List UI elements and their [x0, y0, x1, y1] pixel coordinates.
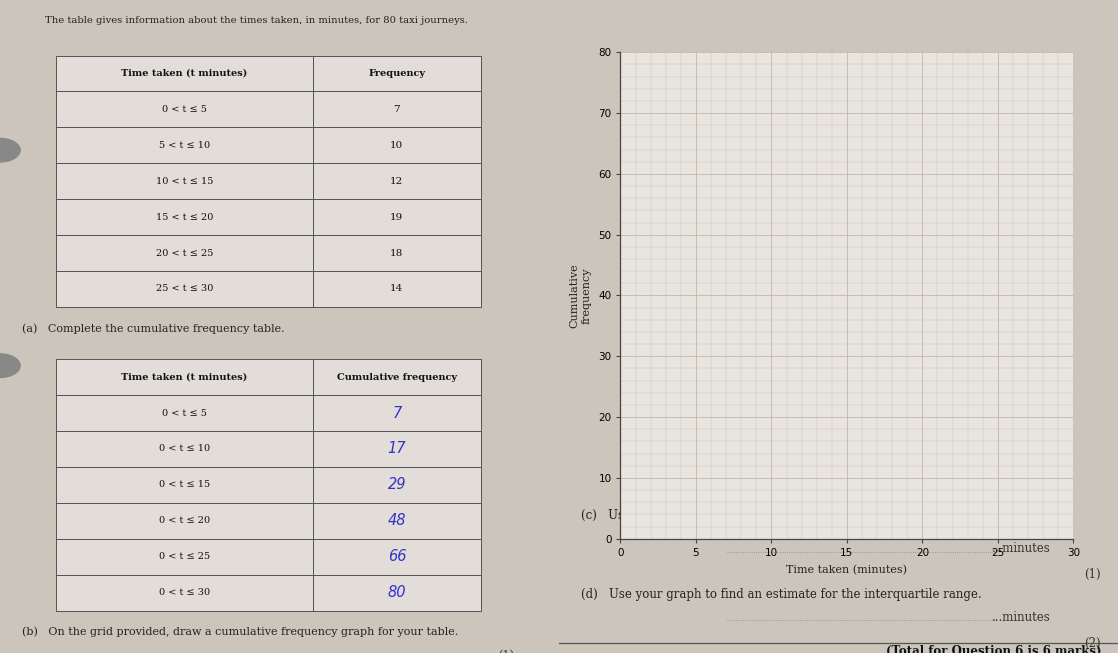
Text: (b)   On the grid provided, draw a cumulative frequency graph for your table.: (b) On the grid provided, draw a cumulat… — [22, 627, 458, 637]
Text: (a)   Complete the cumulative frequency table.: (a) Complete the cumulative frequency ta… — [22, 323, 285, 334]
Bar — [56, 359, 313, 395]
Text: ...minutes: ...minutes — [992, 542, 1051, 555]
Text: (d)   Use your graph to find an estimate for the interquartile range.: (d) Use your graph to find an estimate f… — [581, 588, 982, 601]
Text: 17: 17 — [388, 441, 406, 456]
Text: 12: 12 — [390, 177, 404, 185]
Text: 0 < t ≤ 5: 0 < t ≤ 5 — [162, 409, 207, 417]
Text: 5 < t ≤ 10: 5 < t ≤ 10 — [159, 141, 210, 150]
Bar — [56, 575, 313, 611]
Text: Frequency: Frequency — [369, 69, 425, 78]
Bar — [313, 163, 481, 199]
Bar — [313, 359, 481, 395]
Text: 48: 48 — [388, 513, 406, 528]
Text: 19: 19 — [390, 213, 404, 221]
Bar — [313, 431, 481, 467]
Bar — [56, 56, 313, 91]
Text: 0 < t ≤ 25: 0 < t ≤ 25 — [159, 552, 210, 561]
Text: Cumulative frequency: Cumulative frequency — [337, 373, 457, 381]
Text: 7: 7 — [394, 105, 400, 114]
Text: (Total for Question 6 is 6 marks): (Total for Question 6 is 6 marks) — [885, 645, 1101, 653]
Bar — [313, 56, 481, 91]
Text: 66: 66 — [388, 549, 406, 564]
Bar — [313, 575, 481, 611]
Bar — [56, 271, 313, 307]
Bar — [56, 199, 313, 235]
Bar — [56, 163, 313, 199]
Text: 15 < t ≤ 20: 15 < t ≤ 20 — [155, 213, 214, 221]
Text: 0 < t ≤ 30: 0 < t ≤ 30 — [159, 588, 210, 597]
Bar — [313, 271, 481, 307]
Y-axis label: Cumulative
frequency: Cumulative frequency — [570, 263, 591, 328]
Text: 25 < t ≤ 30: 25 < t ≤ 30 — [155, 285, 214, 293]
Bar — [313, 91, 481, 127]
Bar — [313, 395, 481, 431]
Bar — [313, 503, 481, 539]
Text: (1): (1) — [1084, 568, 1101, 581]
Text: 10: 10 — [390, 141, 404, 150]
Text: 0 < t ≤ 20: 0 < t ≤ 20 — [159, 517, 210, 525]
Text: (1): (1) — [499, 650, 514, 653]
Bar — [56, 235, 313, 271]
Bar — [56, 467, 313, 503]
Bar — [56, 127, 313, 163]
Bar — [313, 199, 481, 235]
Text: (c)   Use your graph to find an estimate for the median.: (c) Use your graph to find an estimate f… — [581, 509, 911, 522]
Text: 80: 80 — [388, 585, 406, 600]
Bar — [56, 91, 313, 127]
Bar — [313, 127, 481, 163]
Bar — [313, 467, 481, 503]
X-axis label: Time taken (minutes): Time taken (minutes) — [786, 565, 908, 575]
Text: ...minutes: ...minutes — [992, 611, 1051, 624]
Text: Time taken (t minutes): Time taken (t minutes) — [122, 69, 247, 78]
Bar — [56, 395, 313, 431]
Bar — [56, 539, 313, 575]
Bar — [56, 503, 313, 539]
Bar — [56, 431, 313, 467]
Text: 0 < t ≤ 5: 0 < t ≤ 5 — [162, 105, 207, 114]
Text: Time taken (t minutes): Time taken (t minutes) — [122, 373, 247, 381]
Bar — [313, 539, 481, 575]
Text: 0 < t ≤ 10: 0 < t ≤ 10 — [159, 445, 210, 453]
Text: 10 < t ≤ 15: 10 < t ≤ 15 — [155, 177, 214, 185]
Text: (2): (2) — [1084, 637, 1101, 650]
Text: 18: 18 — [390, 249, 404, 257]
Text: 0 < t ≤ 15: 0 < t ≤ 15 — [159, 481, 210, 489]
Text: 14: 14 — [390, 285, 404, 293]
Bar — [313, 235, 481, 271]
Text: The table gives information about the times taken, in minutes, for 80 taxi journ: The table gives information about the ti… — [45, 16, 467, 25]
Text: 29: 29 — [388, 477, 406, 492]
Text: 20 < t ≤ 25: 20 < t ≤ 25 — [155, 249, 214, 257]
Text: 7: 7 — [392, 406, 401, 421]
